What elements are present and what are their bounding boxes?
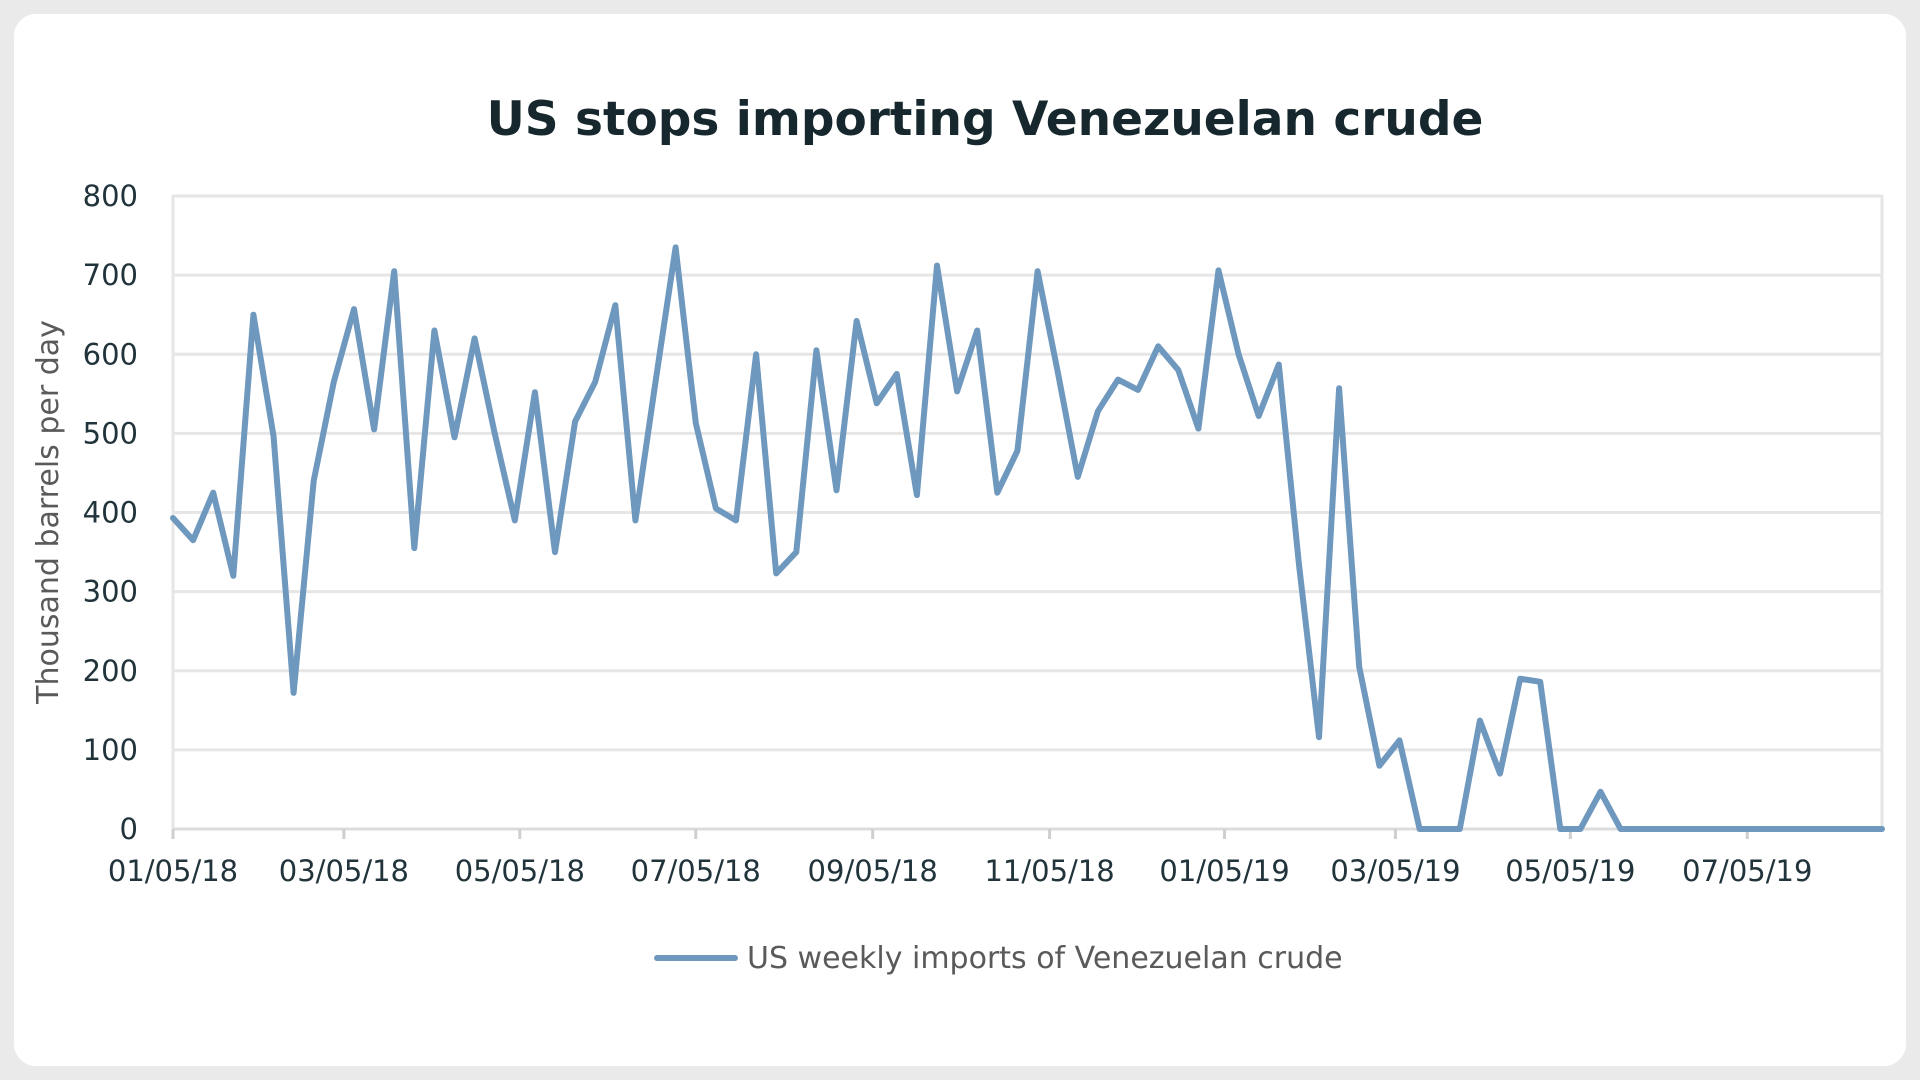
gridlines (171, 194, 1884, 831)
y-tick-label: 100 (83, 733, 138, 767)
x-tick-label: 03/05/18 (279, 854, 409, 888)
series-line-us-weekly-imports (170, 244, 1885, 832)
y-axis-ticks: 0 100 200 300 400 500 600 700 800 (83, 179, 138, 846)
chart-title: US stops importing Venezuelan crude (487, 92, 1484, 147)
y-axis-label: Thousand barrels per day (31, 320, 66, 705)
x-tick-label: 09/05/18 (808, 854, 938, 888)
y-tick-label: 500 (83, 416, 138, 450)
y-tick-label: 600 (83, 337, 138, 371)
x-tick-label: 01/05/19 (1159, 854, 1289, 888)
x-tick-label: 01/05/18 (108, 854, 238, 888)
y-tick-label: 400 (83, 496, 138, 530)
x-tick-label: 05/05/19 (1505, 854, 1635, 888)
y-tick-label: 700 (83, 258, 138, 292)
x-tick-label: 03/05/19 (1330, 854, 1460, 888)
y-tick-label: 300 (83, 575, 138, 609)
x-tick-label: 07/05/19 (1682, 854, 1812, 888)
chart-card (14, 14, 1906, 1066)
x-tick-label: 05/05/18 (455, 854, 585, 888)
legend-label: US weekly imports of Venezuelan crude (747, 941, 1343, 976)
x-tick-label: 11/05/18 (984, 854, 1114, 888)
series-group (170, 244, 1885, 832)
y-tick-label: 0 (120, 812, 138, 846)
legend: US weekly imports of Venezuelan crude (654, 941, 1343, 976)
x-axis-ticks: 01/05/18 03/05/18 05/05/18 07/05/18 09/05/18… (108, 829, 1812, 888)
x-tick-label: 07/05/18 (631, 854, 761, 888)
y-tick-label: 200 (83, 654, 138, 688)
y-tick-label: 800 (83, 179, 138, 213)
